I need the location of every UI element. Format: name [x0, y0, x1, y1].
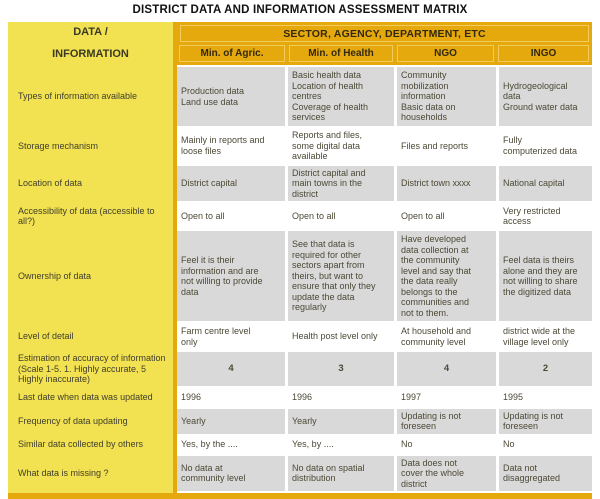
- corner-header-line1: DATA /: [73, 26, 108, 38]
- cell-agric: No data at community level: [177, 455, 285, 491]
- cell-ngo: At household and community level: [397, 323, 496, 350]
- cell-agric: Feel it is their information and are not…: [177, 231, 285, 321]
- table-row: Similar data collected by others Yes, by…: [8, 435, 592, 454]
- column-header-ngo: NGO: [397, 45, 494, 62]
- column-header-min-of-health: Min. of Health: [289, 45, 393, 62]
- row-label: Level of detail: [18, 331, 74, 342]
- table-row: Level of detail Farm centre level only H…: [8, 323, 592, 350]
- table-header: DATA / INFORMATION SECTOR, AGENCY, DEPAR…: [8, 22, 592, 65]
- cell-agric: Farm centre level only: [177, 323, 285, 350]
- cell-health: 1996: [288, 387, 394, 407]
- table-row: Types of information available Productio…: [8, 67, 592, 126]
- cell-health: Health post level only: [288, 323, 394, 350]
- table-row: Storage mechanism Mainly in reports and …: [8, 128, 592, 164]
- cell-ngo: Have developed data collection at the co…: [397, 231, 496, 321]
- cell-ngo: Open to all: [397, 203, 496, 229]
- cell-ingo: Updating is not foreseen: [499, 408, 592, 434]
- cell-health: Reports and files, some digital data ava…: [288, 128, 394, 164]
- row-label: Ownership of data: [18, 270, 92, 281]
- corner-header-line2: INFORMATION: [52, 48, 129, 60]
- cell-agric: District capital: [177, 165, 285, 201]
- cell-ngo: Data does not cover the whole district: [397, 455, 496, 491]
- sector-header-band: SECTOR, AGENCY, DEPARTMENT, ETC Min. of …: [177, 22, 592, 65]
- table-row: Accessibility of data (accessible to all…: [8, 203, 592, 229]
- cell-ingo: 1995: [499, 387, 592, 407]
- cell-agric: Yes, by the ....: [177, 435, 285, 454]
- cell-agric: Mainly in reports and loose files: [177, 128, 285, 164]
- cell-ngo: Updating is not foreseen: [397, 408, 496, 434]
- cell-agric: Production data Land use data: [177, 67, 285, 126]
- row-label: Frequency of data updating: [18, 415, 128, 426]
- assessment-matrix-table: DATA / INFORMATION SECTOR, AGENCY, DEPAR…: [8, 22, 592, 499]
- cell-health: Open to all: [288, 203, 394, 229]
- cell-health: No data on spatial distribution: [288, 455, 394, 491]
- cell-agric: 1996: [177, 387, 285, 407]
- row-label: Last date when data was updated: [18, 391, 153, 402]
- column-divider: [173, 22, 177, 499]
- left-column-background: [8, 22, 173, 493]
- row-label: Similar data collected by others: [18, 439, 144, 450]
- table-row: Estimation of accuracy of information (S…: [8, 352, 592, 386]
- table-row: Last date when data was updated 1996 199…: [8, 387, 592, 407]
- row-label: Accessibility of data (accessible to all…: [18, 205, 155, 227]
- page: DISTRICT DATA AND INFORMATION ASSESSMENT…: [8, 4, 592, 499]
- table-row: Frequency of data updating Yearly Yearly…: [8, 408, 592, 434]
- table-row: Ownership of data Feel it is their infor…: [8, 231, 592, 321]
- cell-ngo: Files and reports: [397, 128, 496, 164]
- row-label: Location of data: [18, 178, 83, 188]
- row-label: Estimation of accuracy of information (S…: [18, 353, 166, 384]
- cell-agric: Yearly: [177, 408, 285, 434]
- sector-header-title: SECTOR, AGENCY, DEPARTMENT, ETC: [180, 25, 589, 42]
- cell-ingo: district wide at the village level only: [499, 323, 592, 350]
- corner-header-cell: DATA / INFORMATION: [8, 22, 173, 65]
- cell-ingo: No: [499, 435, 592, 454]
- cell-health: Basic health data Location of health cen…: [288, 67, 394, 126]
- cell-agric-accuracy: 4: [177, 352, 285, 386]
- row-label: Types of information available: [18, 91, 138, 102]
- cell-ngo-accuracy: 4: [397, 352, 496, 386]
- page-title: DISTRICT DATA AND INFORMATION ASSESSMENT…: [132, 4, 468, 16]
- column-headers: Min. of Agric. Min. of Health NGO INGO: [177, 44, 592, 62]
- cell-ingo-accuracy: 2: [499, 352, 592, 386]
- cell-ingo: Feel data is theirs alone and they are n…: [499, 231, 592, 321]
- column-header-ingo: INGO: [498, 45, 589, 62]
- row-label: What data is missing ?: [18, 468, 109, 478]
- cell-ngo: No: [397, 435, 496, 454]
- cell-health-accuracy: 3: [288, 352, 394, 386]
- column-header-min-of-agric: Min. of Agric.: [179, 45, 285, 62]
- cell-ngo: District town xxxx: [397, 165, 496, 201]
- cell-agric: Open to all: [177, 203, 285, 229]
- cell-health: Yes, by ....: [288, 435, 394, 454]
- cell-health: See that data is required for other sect…: [288, 231, 394, 321]
- cell-ingo: Data not disaggregated: [499, 455, 592, 491]
- cell-ingo: Very restricted access: [499, 203, 592, 229]
- row-label: Storage mechanism: [18, 140, 99, 151]
- cell-ingo: Fully computerized data: [499, 128, 592, 164]
- cell-ngo: Community mobilization information Basic…: [397, 67, 496, 126]
- cell-health: Yearly: [288, 408, 394, 434]
- table-row: What data is missing ? No data at commun…: [8, 455, 592, 491]
- cell-ingo: National capital: [499, 165, 592, 201]
- cell-ingo: Hydrogeological data Ground water data: [499, 67, 592, 126]
- cell-ngo: 1997: [397, 387, 496, 407]
- cell-health: District capital and main towns in the d…: [288, 165, 394, 201]
- table-bottom-border: [8, 493, 592, 499]
- table-row: Location of data District capital Distri…: [8, 165, 592, 201]
